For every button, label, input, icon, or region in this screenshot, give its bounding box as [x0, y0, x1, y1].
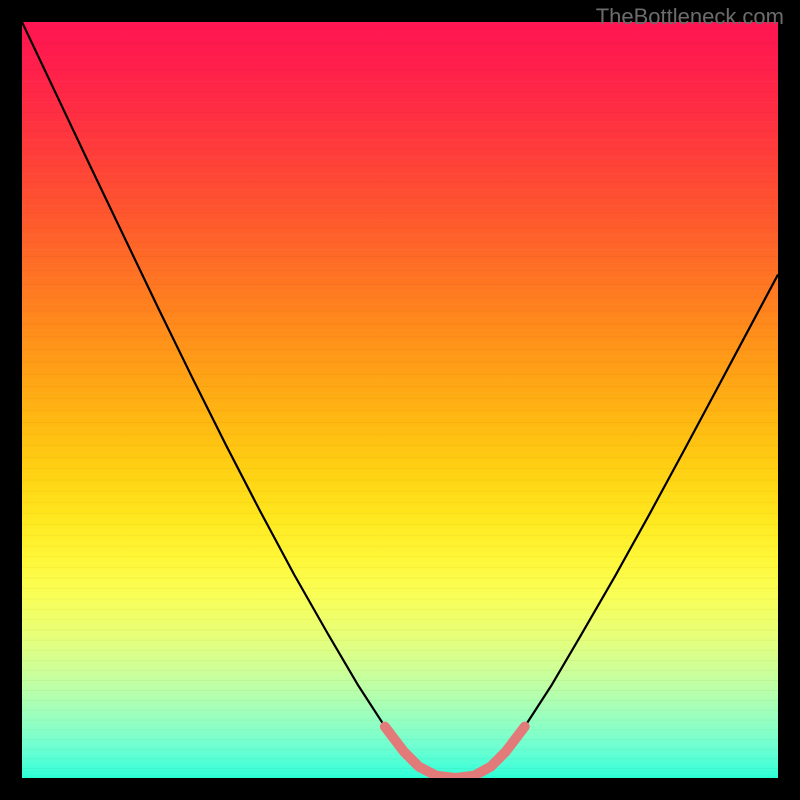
- stage: TheBottleneck.com: [0, 0, 800, 800]
- gradient-background: [22, 22, 778, 778]
- watermark-text: TheBottleneck.com: [596, 4, 784, 30]
- plot-svg: [22, 22, 778, 778]
